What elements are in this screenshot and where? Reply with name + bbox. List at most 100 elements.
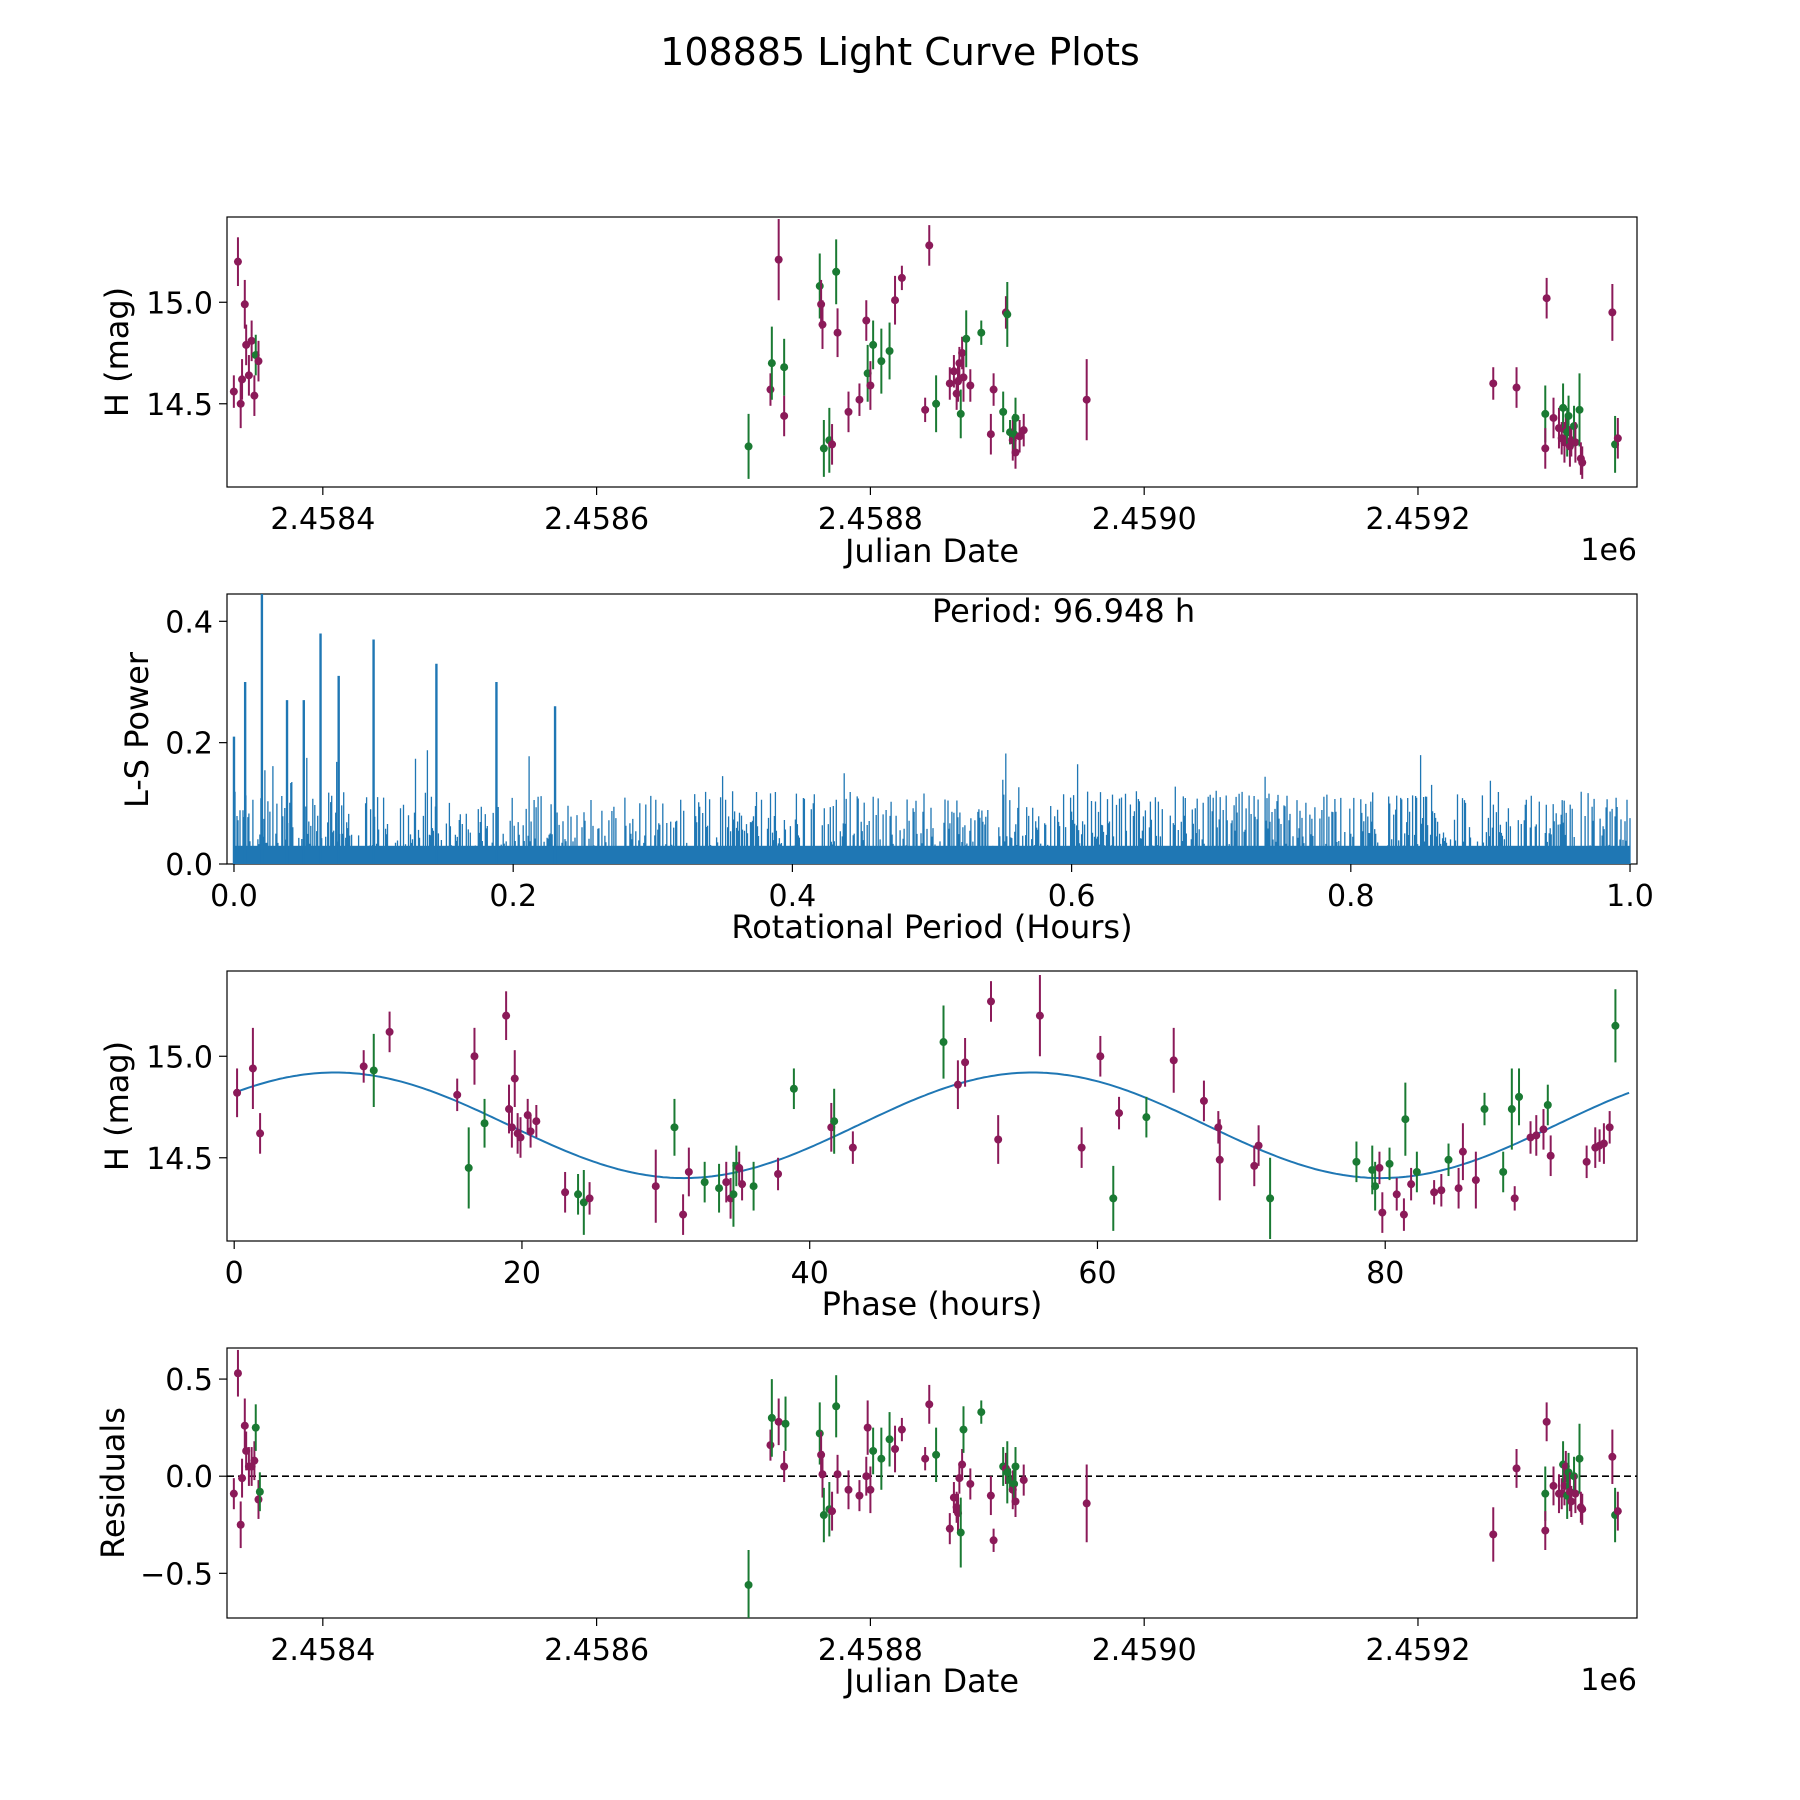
lightcurve-point [952,389,961,398]
lightcurve-point [866,381,875,390]
phase-point [722,1178,731,1187]
periodogram-xtick-label: 0.6 [1048,879,1096,914]
figure-title: 108885 Light Curve Plots [660,30,1140,74]
phase-point [516,1133,525,1142]
panel-periodogram: Rotational Period (Hours) L-S Power Peri… [118,592,1654,946]
residuals-point [869,1446,878,1455]
phase-point [1142,1113,1151,1122]
lightcurve-point [925,241,934,250]
phase-point [507,1123,516,1132]
residuals-point [1608,1452,1617,1461]
residuals-point [1570,1472,1579,1481]
phase-point [1539,1125,1548,1134]
residuals-point [844,1485,853,1494]
panel-phase: Phase (hours) H (mag) 0 20 40 60 80 14.5 15.0 [98,970,1638,1323]
lightcurve-point [1608,308,1617,317]
lightcurve-xtick-label: 2.4586 [544,502,649,537]
phase-xtick-label: 0 [225,1256,244,1291]
phase-xtick-label: 40 [791,1256,829,1291]
periodogram-ylabel: L-S Power [118,651,156,808]
phase-point [729,1190,738,1199]
residuals-point [1011,1497,1020,1506]
phase-point [1254,1141,1263,1150]
periodogram-ytick-label: 0.0 [165,848,213,883]
residuals-point [815,1429,824,1438]
lightcurve-point [1575,405,1584,414]
residuals-point [891,1445,900,1454]
residuals-point [766,1441,775,1450]
lightcurve-point [885,346,894,355]
phase-point [1480,1105,1489,1114]
residuals-point [966,1479,975,1488]
phase-point [1532,1131,1541,1140]
residuals-point [1575,1454,1584,1463]
phase-point [1543,1100,1552,1109]
residuals-point [1011,1462,1020,1471]
residuals-point [1578,1505,1587,1514]
phase-point [1214,1123,1223,1132]
periodogram-xtick-label: 0.4 [769,879,817,914]
residuals-point [956,1528,965,1537]
periodogram-xtick-label: 0.0 [210,879,258,914]
lightcurve-point [855,395,864,404]
periodogram-ytick-label: 0.2 [165,727,213,762]
residuals-point [250,1456,259,1465]
residuals-point [863,1423,872,1432]
lightcurve-point [1019,426,1028,435]
lightcurve-point [817,300,826,309]
phase-point [510,1074,519,1083]
residuals-point [1010,1479,1019,1488]
lightcurve-xlabel: Julian Date [843,532,1019,570]
residuals-point [833,1470,842,1479]
lightcurve-point [1571,438,1580,447]
phase-point [830,1117,839,1126]
residuals-point [925,1400,934,1409]
residuals-point [1541,1526,1550,1535]
phase-point [679,1210,688,1219]
residuals-point [986,1491,995,1500]
lightcurve-point [954,377,963,386]
phase-point [1458,1147,1467,1156]
lightcurve-point [1549,413,1558,422]
residuals-point [877,1454,886,1463]
period-annotation: Period: 96.948 h [932,592,1195,630]
phase-point [1412,1167,1421,1176]
phase-point [526,1127,535,1136]
phase-point [1077,1143,1086,1152]
phase-point [1378,1208,1387,1217]
phase-ytick-label: 15.0 [146,1040,213,1075]
residuals-point [897,1425,906,1434]
residuals-point [959,1425,968,1434]
periodogram-xlabel: Rotational Period (Hours) [731,908,1132,946]
residuals-point [818,1470,827,1479]
lightcurve-point [780,363,789,372]
residuals-point [1571,1489,1580,1498]
residuals-point [780,1462,789,1471]
phase-point [464,1163,473,1172]
lightcurve-point [962,334,971,343]
lightcurve-point [966,381,975,390]
phase-point [1385,1159,1394,1168]
lightcurve-point [780,411,789,420]
residuals-point [774,1417,783,1426]
lightcurve-point [238,375,247,384]
lightcurve-point [828,440,837,449]
lightcurve-point [744,442,753,451]
phase-point [585,1194,594,1203]
lightcurve-point [932,399,941,408]
lightcurve-xtick-label: 2.4592 [1365,502,1470,537]
residuals-point [236,1520,245,1529]
residuals-point [254,1495,263,1504]
phase-point [749,1182,758,1191]
lightcurve-point [959,373,968,382]
phase-point [248,1064,257,1073]
lightcurve-point [1613,434,1622,443]
residuals-point [1512,1464,1521,1473]
lightcurve-point [254,357,263,366]
phase-point [1199,1096,1208,1105]
phase-point [369,1066,378,1075]
lightcurve-point [833,328,842,337]
lightcurve-point [229,387,238,396]
periodogram-ytick-label: 0.4 [165,605,213,640]
